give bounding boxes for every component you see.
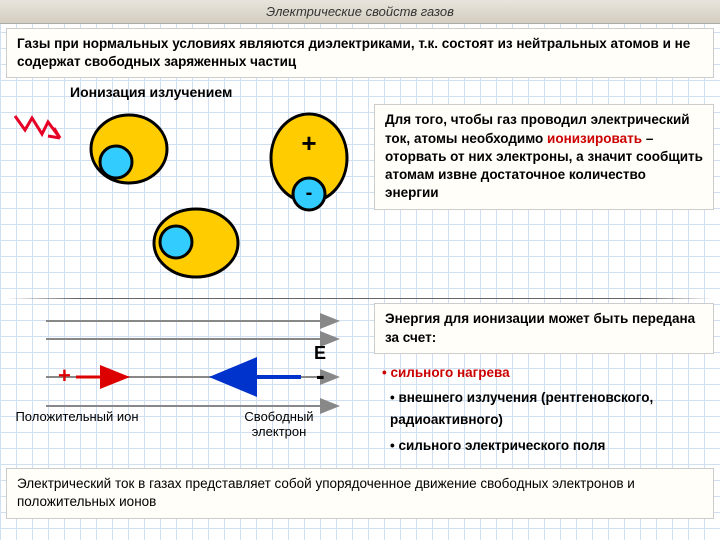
svg-text:+: + <box>58 363 71 388</box>
bullet-radiation: • внешнего излучения (рентгеновского, ра… <box>390 387 706 430</box>
energy-sources-intro: Энергия для ионизации может быть передан… <box>374 303 714 353</box>
atom-neutral-2 <box>146 198 246 288</box>
svg-text:+: + <box>301 128 316 158</box>
svg-text:-: - <box>306 182 313 204</box>
svg-text:E: E <box>314 343 326 363</box>
radiation-icon <box>10 108 70 148</box>
para1-highlight: ионизировать <box>547 131 642 146</box>
energy-sources-list: • сильного нагрева • внешнего излучения … <box>374 354 714 464</box>
bullet-heating: • сильного нагрева <box>382 362 706 384</box>
title-bar: Электрические свойств газов <box>0 0 720 24</box>
atom-neutral-1 <box>84 104 174 194</box>
atom-ionized: + - <box>254 110 364 220</box>
bullet-field: • сильного электрического поля <box>390 435 706 457</box>
section-title: Ионизация излучением <box>70 84 720 100</box>
footer-text: Электрический ток в газах представляет с… <box>6 468 714 518</box>
ionization-explanation: Для того, чтобы газ проводил электрическ… <box>374 104 714 209</box>
electric-field-diagram: + - E Положительный ион Свободный электр… <box>6 309 366 444</box>
ionization-diagram: + - <box>6 104 366 294</box>
pos-ion-label: Положительный ион <box>12 409 142 424</box>
intro-text: Газы при нормальных условиях являются ди… <box>6 28 714 78</box>
svg-text:-: - <box>316 360 325 390</box>
free-electron-label: Свободный электрон <box>224 409 334 439</box>
divider-1 <box>6 298 714 299</box>
